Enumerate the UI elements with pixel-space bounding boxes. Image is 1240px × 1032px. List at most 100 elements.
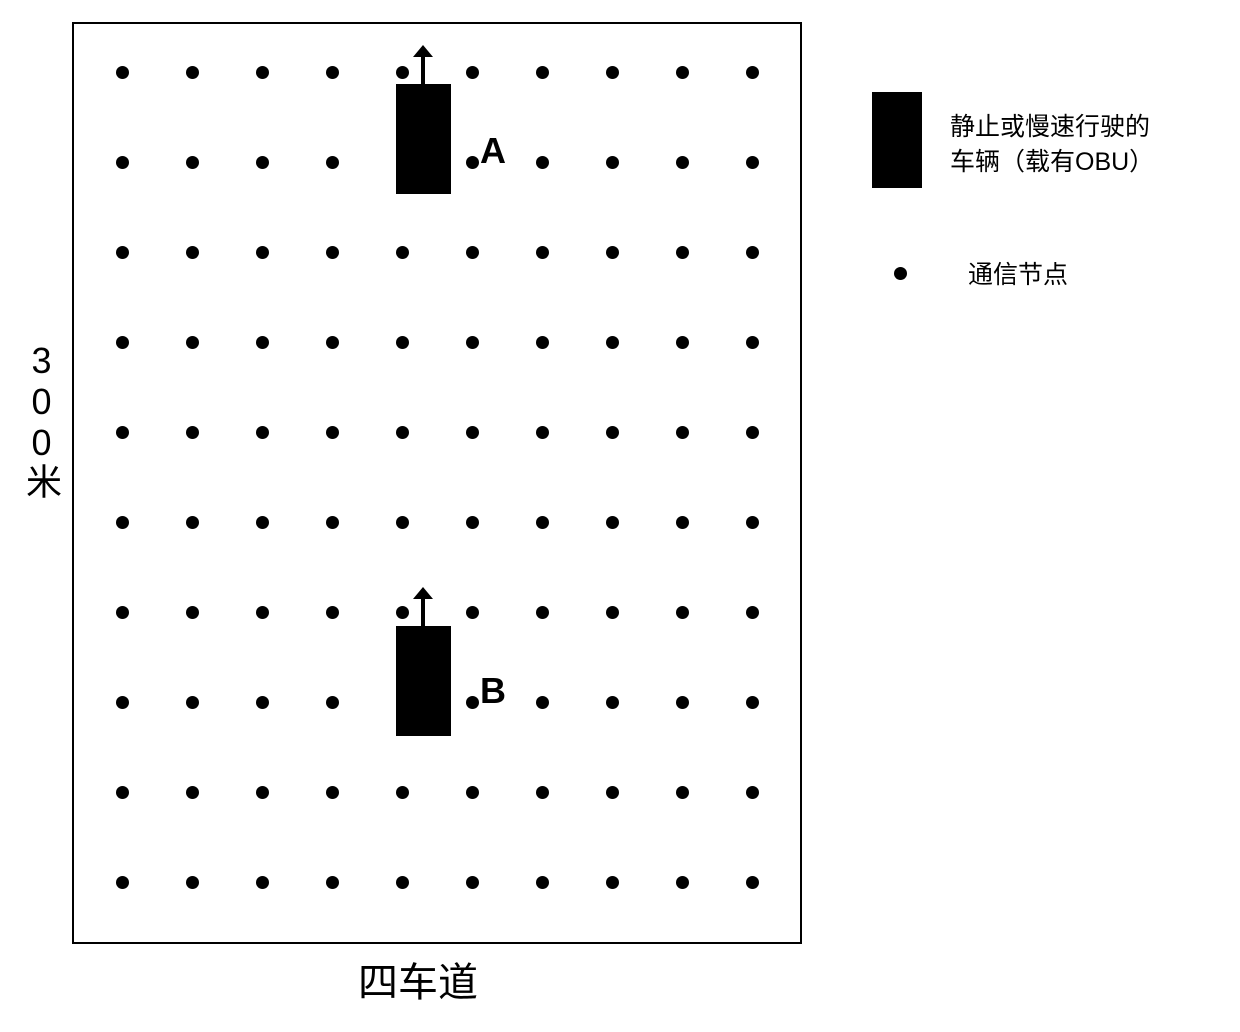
comm-node-dot <box>396 516 409 529</box>
legend-vehicle-line1: 静止或慢速行驶的 <box>950 113 1150 141</box>
comm-node-dot <box>606 336 619 349</box>
comm-node-dot <box>116 66 129 79</box>
vehicle-a-label: A <box>480 130 506 172</box>
comm-node-dot <box>116 876 129 889</box>
comm-node-dot <box>326 876 339 889</box>
comm-node-dot <box>536 246 549 259</box>
comm-node-dot <box>676 786 689 799</box>
comm-node-dot <box>396 426 409 439</box>
comm-node-dot <box>606 876 619 889</box>
comm-node-dot <box>186 696 199 709</box>
comm-node-dot <box>606 66 619 79</box>
comm-node-dot <box>466 876 479 889</box>
vehicle-b-label: B <box>480 670 506 712</box>
comm-node-dot <box>606 516 619 529</box>
comm-node-dot <box>676 696 689 709</box>
comm-node-dot <box>116 246 129 259</box>
comm-node-dot <box>186 426 199 439</box>
comm-node-dot <box>676 876 689 889</box>
vehicle-b-arrow-icon <box>411 585 435 628</box>
comm-node-dot <box>396 246 409 259</box>
comm-node-dot <box>396 876 409 889</box>
comm-node-dot <box>186 336 199 349</box>
comm-node-dot <box>676 246 689 259</box>
comm-node-dot <box>606 156 619 169</box>
comm-node-dot <box>606 246 619 259</box>
left-axis-label: 300米 <box>15 340 67 499</box>
comm-node-dot <box>536 786 549 799</box>
comm-node-dot <box>466 246 479 259</box>
comm-node-dot <box>186 156 199 169</box>
comm-node-dot <box>186 246 199 259</box>
comm-node-dot <box>186 786 199 799</box>
comm-node-dot <box>256 786 269 799</box>
comm-node-dot <box>466 696 479 709</box>
comm-node-dot <box>186 66 199 79</box>
comm-node-dot <box>256 246 269 259</box>
comm-node-dot <box>536 606 549 619</box>
comm-node-dot <box>186 516 199 529</box>
vehicle-a <box>396 84 451 194</box>
legend-node-text: 通信节点 <box>968 258 1068 293</box>
comm-node-dot <box>116 696 129 709</box>
legend-vehicle-line2: 车辆（载有OBU） <box>950 148 1154 176</box>
comm-node-dot <box>466 426 479 439</box>
comm-node-dot <box>116 786 129 799</box>
legend-vehicle-icon <box>872 92 922 188</box>
comm-node-dot <box>606 696 619 709</box>
comm-node-dot <box>746 156 759 169</box>
comm-node-dot <box>606 426 619 439</box>
comm-node-dot <box>256 876 269 889</box>
comm-node-dot <box>466 156 479 169</box>
comm-node-dot <box>396 786 409 799</box>
comm-node-dot <box>256 606 269 619</box>
comm-node-dot <box>536 336 549 349</box>
comm-node-dot <box>536 66 549 79</box>
comm-node-dot <box>746 786 759 799</box>
comm-node-dot <box>326 786 339 799</box>
vehicle-a-arrow-icon <box>411 43 435 86</box>
comm-node-dot <box>116 516 129 529</box>
comm-node-dot <box>466 516 479 529</box>
comm-node-dot <box>396 606 409 619</box>
comm-node-dot <box>396 66 409 79</box>
comm-node-dot <box>676 606 689 619</box>
comm-node-dot <box>536 696 549 709</box>
comm-node-dot <box>256 696 269 709</box>
comm-node-dot <box>256 516 269 529</box>
comm-node-dot <box>256 336 269 349</box>
comm-node-dot <box>606 606 619 619</box>
comm-node-dot <box>746 516 759 529</box>
comm-node-dot <box>116 156 129 169</box>
comm-node-dot <box>186 876 199 889</box>
comm-node-dot <box>326 246 339 259</box>
comm-node-dot <box>326 426 339 439</box>
comm-node-dot <box>676 426 689 439</box>
comm-node-dot <box>116 426 129 439</box>
comm-node-dot <box>676 516 689 529</box>
comm-node-dot <box>746 246 759 259</box>
comm-node-dot <box>256 156 269 169</box>
comm-node-dot <box>746 696 759 709</box>
comm-node-dot <box>326 156 339 169</box>
comm-node-dot <box>676 156 689 169</box>
comm-node-dot <box>746 66 759 79</box>
comm-node-dot <box>256 426 269 439</box>
comm-node-dot <box>256 66 269 79</box>
legend-node-icon <box>894 267 907 280</box>
comm-node-dot <box>676 66 689 79</box>
comm-node-dot <box>606 786 619 799</box>
comm-node-dot <box>116 336 129 349</box>
comm-node-dot <box>536 876 549 889</box>
bottom-axis-label: 四车道 <box>358 950 478 1008</box>
comm-node-dot <box>326 516 339 529</box>
comm-node-dot <box>536 426 549 439</box>
comm-node-dot <box>746 336 759 349</box>
comm-node-dot <box>466 606 479 619</box>
comm-node-dot <box>466 66 479 79</box>
comm-node-dot <box>326 336 339 349</box>
comm-node-dot <box>466 336 479 349</box>
comm-node-dot <box>676 336 689 349</box>
comm-node-dot <box>396 336 409 349</box>
comm-node-dot <box>746 426 759 439</box>
